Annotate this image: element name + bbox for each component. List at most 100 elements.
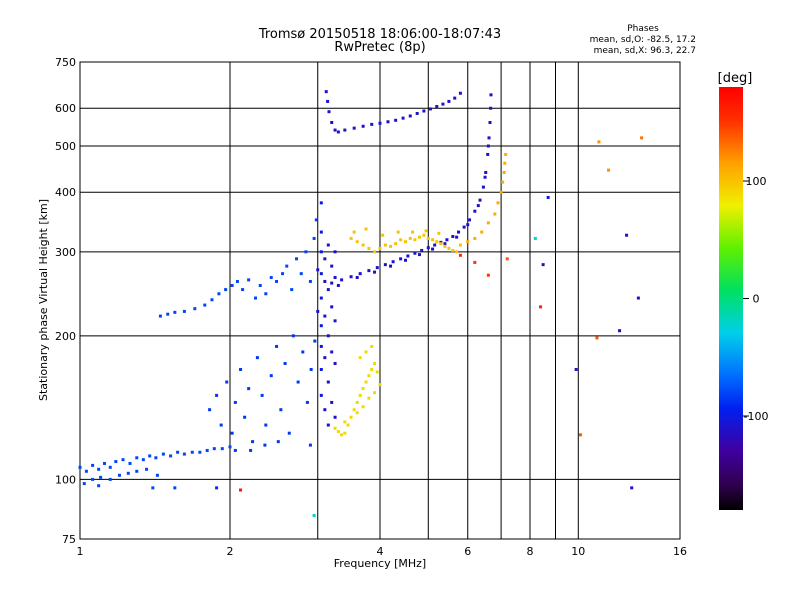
data-point (281, 272, 285, 276)
data-point (431, 238, 435, 242)
data-point (219, 423, 223, 427)
data-point (574, 367, 578, 371)
data-point (239, 367, 243, 371)
data-point (499, 190, 503, 194)
data-point (484, 170, 488, 174)
data-point (343, 128, 347, 132)
data-point (443, 242, 447, 246)
data-point (378, 383, 382, 387)
y-tick-label: 75 (62, 533, 76, 546)
data-point (481, 185, 485, 189)
data-point (383, 263, 387, 267)
data-point (336, 430, 340, 434)
data-point (413, 251, 417, 255)
data-point (422, 109, 426, 113)
colorbar-label: [deg] (718, 71, 753, 86)
data-point (148, 454, 152, 458)
chart-subtitle: RwPretec (8p) (334, 40, 425, 55)
colorbar-ticks: 100 0 -100 (743, 175, 768, 423)
data-point (78, 465, 82, 469)
data-point (355, 411, 359, 415)
data-point (417, 235, 421, 239)
data-point (319, 393, 323, 397)
data-point (241, 288, 245, 292)
data-point (370, 344, 374, 348)
data-point (182, 309, 186, 313)
data-point (326, 288, 330, 292)
data-point (451, 235, 455, 239)
data-point (355, 240, 359, 244)
data-point (330, 350, 334, 354)
data-point (458, 91, 462, 95)
data-point (210, 298, 214, 302)
x-tick-label: 2 (227, 545, 234, 558)
data-point (330, 400, 334, 404)
data-point (208, 408, 212, 412)
data-point (135, 469, 139, 473)
data-point (97, 484, 101, 488)
colorbar-tick-label: -100 (744, 410, 769, 423)
x-tick-label: 1 (77, 545, 84, 558)
data-point (364, 227, 368, 231)
data-point (333, 250, 337, 254)
data-point (176, 450, 180, 454)
data-point (394, 118, 398, 122)
data-point (473, 260, 477, 264)
data-point (355, 400, 359, 404)
data-point (361, 405, 365, 409)
data-point (312, 514, 316, 518)
data-point (299, 272, 303, 276)
data-point (296, 380, 300, 384)
data-point (364, 350, 368, 354)
data-point (625, 233, 629, 237)
x-axis-label: Frequency [MHz] (334, 557, 426, 570)
data-point (247, 387, 251, 391)
data-point (478, 198, 482, 202)
data-point (230, 283, 234, 287)
data-point (428, 107, 432, 111)
data-point (451, 248, 455, 252)
x-tick-label: 16 (673, 545, 687, 558)
y-tick-label: 300 (55, 246, 76, 259)
data-point (319, 296, 323, 300)
data-point (283, 361, 287, 365)
data-point (504, 152, 508, 156)
data-point (370, 122, 374, 126)
data-point (408, 236, 412, 240)
data-point (415, 111, 419, 115)
data-point (340, 278, 344, 282)
data-point (319, 250, 323, 254)
data-point (375, 370, 379, 374)
data-point (103, 461, 107, 465)
x-tick-label: 10 (571, 545, 585, 558)
data-point (251, 440, 255, 444)
data-point (486, 273, 490, 277)
data-point (269, 276, 273, 280)
data-point (486, 152, 490, 156)
data-point (333, 415, 337, 419)
data-point (198, 450, 202, 454)
data-point (447, 246, 451, 250)
data-point (285, 264, 289, 268)
data-point (128, 461, 132, 465)
data-point (618, 329, 622, 333)
data-point (316, 268, 320, 272)
data-point (91, 463, 95, 467)
y-tick-label: 750 (55, 56, 76, 69)
data-point (141, 458, 145, 462)
data-point (364, 380, 368, 384)
data-point (349, 275, 353, 279)
data-point (403, 258, 407, 262)
data-point (391, 260, 395, 264)
data-point (358, 393, 362, 397)
chart-title: Tromsø 20150518 18:06:00-18:07:43 (258, 27, 501, 42)
data-point (437, 231, 441, 235)
y-tick-label: 100 (55, 473, 76, 486)
data-point (82, 482, 86, 486)
data-point (483, 175, 487, 179)
data-point (336, 283, 340, 287)
data-point (630, 486, 634, 490)
data-point (161, 452, 165, 456)
data-point (275, 279, 279, 283)
